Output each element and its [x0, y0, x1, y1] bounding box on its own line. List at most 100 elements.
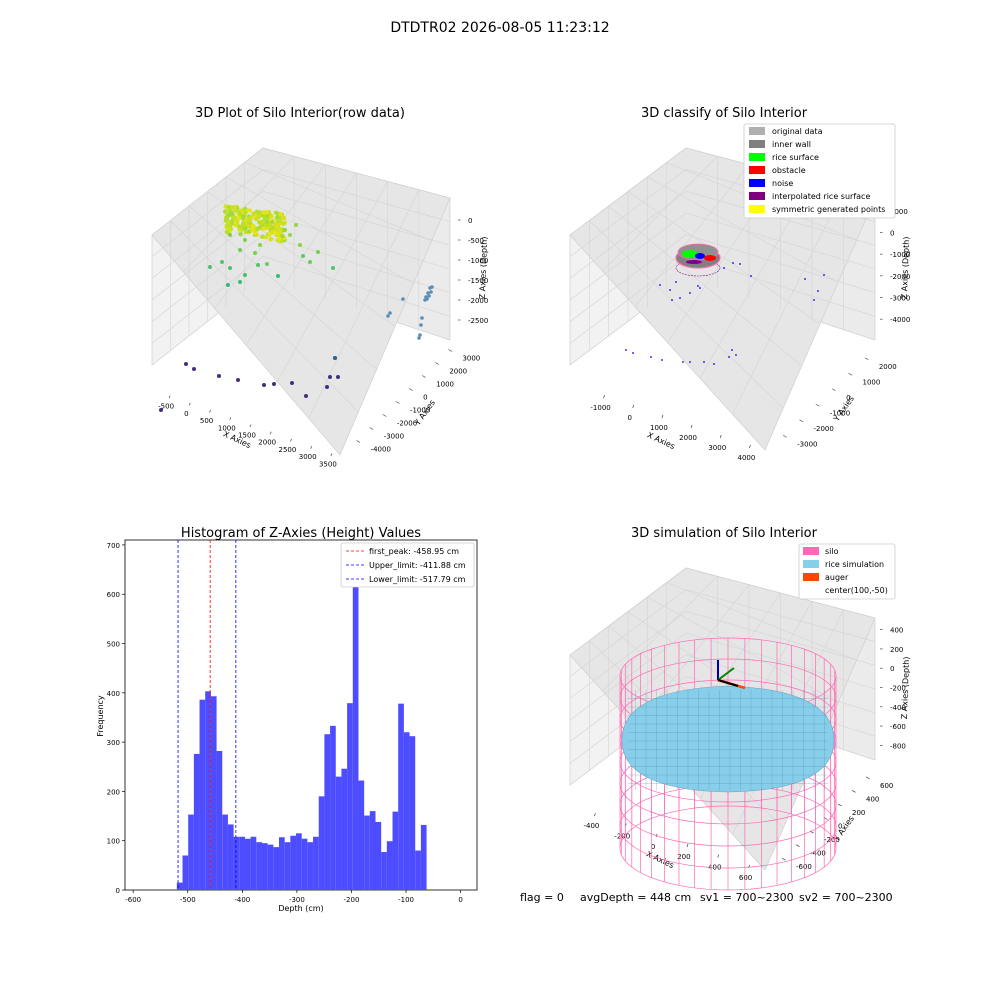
- histogram-x-tick-label: -200: [344, 896, 360, 904]
- raw-x-tick-label: 3500: [319, 460, 337, 468]
- cls-y-tick-label: -1000: [830, 409, 850, 417]
- raw-point: [264, 220, 270, 225]
- raw-y-tick: [356, 440, 361, 443]
- sv2-text: sv2 = 700~2300: [799, 891, 893, 904]
- cls-x-tick: [719, 434, 722, 439]
- cls-x-tick-label: 2000: [679, 434, 697, 442]
- sim-legend-label: auger: [825, 573, 849, 582]
- raw-x-tick-label: 1500: [238, 432, 256, 440]
- raw-point: [251, 211, 256, 216]
- histogram-bar: [188, 814, 194, 890]
- raw-point: [220, 260, 224, 264]
- cls-silo-cluster: [625, 243, 825, 365]
- sim-y-tick-label: 600: [880, 782, 893, 790]
- cls-noise-point: [661, 359, 663, 361]
- cls-y-tick: [815, 403, 820, 407]
- cls-x-axis-label: X Axies: [646, 430, 677, 451]
- raw-point: [242, 222, 247, 227]
- cls-x-tick-label: 1000: [650, 424, 668, 432]
- histogram-x-tick-label: -400: [234, 896, 250, 904]
- sim-z-axis-label: Z Axies (Depth): [900, 656, 911, 719]
- cls-noise-point: [731, 349, 733, 351]
- raw-point: [275, 215, 280, 220]
- raw-point: [301, 254, 305, 258]
- raw-z-tick-label: -2500: [468, 317, 488, 325]
- raw-z-tick-label: -1500: [468, 277, 488, 285]
- flag-text: flag = 0: [520, 891, 564, 904]
- histogram-bar: [256, 842, 262, 890]
- histogram-ylabel: Frequency: [96, 695, 105, 737]
- cls-noise-point: [697, 285, 699, 287]
- raw-x-tick: [229, 417, 232, 420]
- raw-point: [281, 221, 286, 226]
- cls-noise-point: [650, 356, 652, 358]
- cls-y-tick-label: 2000: [879, 363, 897, 371]
- cls-legend-label: interpolated rice surface: [772, 192, 870, 201]
- histogram-bar: [375, 821, 382, 890]
- raw-point: [260, 234, 265, 239]
- sim-z-tick-label: -800: [890, 742, 906, 750]
- raw-point: [247, 208, 252, 213]
- sim-center-x-arrow: [717, 679, 739, 687]
- cls-interp-patch: [686, 260, 702, 264]
- raw-point: [229, 212, 235, 217]
- histogram-title: Histogram of Z-Axies (Height) Values: [181, 526, 421, 541]
- raw-y-tick: [369, 427, 374, 430]
- sim-legend-label: silo: [825, 547, 839, 556]
- cls-y-tick: [831, 388, 836, 392]
- histogram-y-tick-label: 600: [107, 591, 120, 599]
- cls-noise-point: [804, 278, 806, 280]
- raw-point-cloud: [159, 204, 434, 412]
- cls-legend-label: original data: [772, 127, 823, 136]
- raw-point: [261, 226, 266, 231]
- raw-point: [262, 210, 267, 215]
- sim-silo-wireframe: [619, 637, 837, 891]
- raw-point: [316, 250, 320, 254]
- cls-obstacle-patch: [704, 255, 716, 261]
- cls-noise-point: [671, 299, 673, 301]
- histogram-bar: [222, 814, 228, 890]
- histogram-bar: [290, 835, 297, 890]
- cls-z-tick-label: -2000: [890, 273, 910, 281]
- raw-y-tick-label: 0: [423, 394, 427, 402]
- sim-x-tick: [686, 844, 689, 848]
- raw-point: [417, 336, 421, 340]
- raw-point: [426, 291, 430, 295]
- sim-x-tick: [594, 813, 596, 817]
- cls-y-tick: [864, 357, 869, 361]
- sim-z-tick-label: 400: [890, 627, 903, 635]
- histogram-bar: [358, 780, 365, 890]
- cls-noise-point: [669, 289, 671, 291]
- raw-point: [256, 213, 262, 218]
- raw-point: [255, 226, 260, 231]
- cls-z-tick-label: 0: [890, 230, 894, 238]
- raw-point: [233, 208, 238, 213]
- histogram-x-tick-label: -500: [180, 896, 196, 904]
- raw-point: [418, 333, 422, 337]
- raw-z-axis-label: Z Axies (Depth): [478, 236, 489, 299]
- sim-grid-line: [666, 582, 857, 661]
- cls-noise-point: [739, 263, 741, 265]
- raw-point: [226, 283, 230, 287]
- cls-noise-patch: [695, 253, 705, 259]
- sim-legend-swatch: [803, 547, 819, 555]
- raw-point: [425, 297, 429, 301]
- histogram-bar: [392, 811, 399, 890]
- cls-y-tick-label: 0: [846, 394, 850, 402]
- raw-point: [401, 297, 405, 301]
- cls-noise-point: [682, 361, 684, 363]
- raw-point: [267, 232, 272, 237]
- raw-point: [256, 263, 260, 267]
- raw-x-tick: [249, 424, 252, 428]
- histogram-bar: [352, 560, 359, 890]
- cls-noise-point: [703, 361, 705, 363]
- raw-y-tick: [435, 362, 439, 365]
- simulation-3d-plot: 3D simulation of Silo Interior -400 -200 0…: [569, 526, 911, 891]
- sim-z-tick-label: -600: [890, 723, 906, 731]
- raw-point: [263, 234, 268, 240]
- raw-z-tick-label: -2000: [468, 297, 488, 305]
- raw-point: [225, 208, 230, 213]
- raw-point: [427, 294, 431, 298]
- raw-point: [217, 374, 221, 378]
